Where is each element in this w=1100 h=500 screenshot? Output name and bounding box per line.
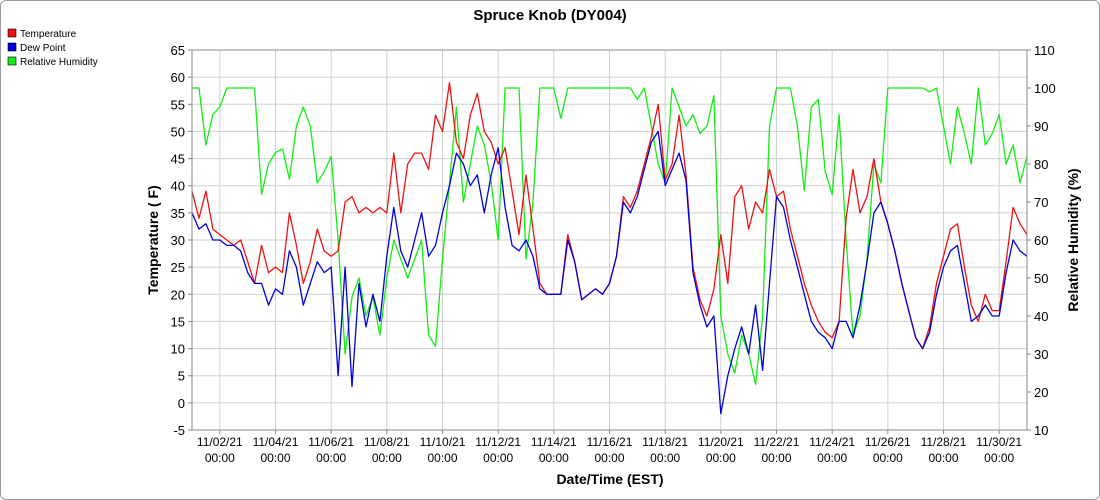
y-right-tick-label: 80 (1034, 157, 1048, 172)
x-tick-label-date: 11/22/21 (754, 435, 800, 449)
legend-label-temperature: Temperature (20, 29, 77, 40)
x-tick-label-time: 00:00 (594, 451, 624, 465)
x-tick-label-time: 00:00 (928, 451, 958, 465)
x-tick-label-time: 00:00 (427, 451, 457, 465)
x-tick-label-time: 00:00 (372, 451, 402, 465)
x-tick-label-time: 00:00 (873, 451, 903, 465)
y-axis-left-label: Temperature ( F) (145, 185, 161, 294)
x-tick-label-time: 00:00 (260, 451, 290, 465)
y-left-tick-label: 30 (171, 233, 185, 248)
legend-swatch-relative-humidity (7, 56, 17, 66)
x-tick-label-date: 11/10/21 (420, 435, 466, 449)
x-tick-label-date: 11/08/21 (364, 435, 410, 449)
y-left-tick-label: 15 (171, 314, 185, 329)
grid (192, 49, 1027, 431)
y-left-tick-label: 25 (171, 260, 185, 275)
y-axis-right-ticks: 10 20 30 40 50 60 70 80 90 100 110 (1027, 43, 1056, 438)
x-axis-label: Date/Time (EST) (556, 471, 663, 487)
y-right-tick-label: 10 (1034, 423, 1048, 438)
y-right-tick-label: 90 (1034, 119, 1048, 134)
x-tick-label-date: 11/14/21 (531, 435, 577, 449)
x-tick-label-time: 00:00 (483, 451, 513, 465)
y-right-tick-label: 30 (1034, 347, 1048, 362)
y-left-tick-label: 35 (171, 206, 185, 221)
y-right-tick-label: 110 (1034, 43, 1055, 58)
series-line-relative-humidity (192, 87, 1028, 386)
y-left-tick-label: 40 (171, 179, 185, 194)
x-tick-label-date: 11/02/21 (197, 435, 243, 449)
y-left-tick-label: 65 (171, 43, 185, 58)
y-left-tick-label: 5 (178, 369, 185, 384)
y-left-tick-label: 55 (171, 97, 185, 112)
y-left-tick-label: 60 (171, 70, 185, 85)
legend-swatch-dew-point (7, 42, 17, 52)
y-left-tick-label: -5 (173, 423, 185, 438)
x-tick-label-time: 00:00 (650, 451, 680, 465)
x-tick-label-date: 11/16/21 (587, 435, 633, 449)
x-tick-label-date: 11/24/21 (809, 435, 855, 449)
x-tick-label-time: 00:00 (316, 451, 346, 465)
x-axis-ticks: 11/02/21 00:00 11/04/21 00:00 11/06/21 00:00 1… (197, 430, 1022, 465)
y-left-tick-label: 0 (178, 396, 185, 411)
legend-label-dew-point: Dew Point (20, 43, 66, 54)
y-right-tick-label: 60 (1034, 233, 1048, 248)
y-axis-left-ticks: -5 0 5 10 15 20 25 30 35 40 45 50 55 60 65 (171, 43, 192, 438)
x-tick-label-time: 00:00 (817, 451, 847, 465)
y-right-tick-label: 100 (1034, 81, 1056, 96)
series-line-dew-point (191, 130, 1028, 415)
y-left-tick-label: 20 (171, 287, 185, 302)
x-tick-label-date: 11/06/21 (308, 435, 354, 449)
x-tick-label-time: 00:00 (205, 451, 235, 465)
x-tick-label-date: 11/28/21 (921, 435, 967, 449)
y-left-tick-label: 45 (171, 152, 185, 167)
y-left-tick-label: 10 (171, 342, 185, 357)
y-right-tick-label: 20 (1034, 385, 1048, 400)
x-tick-label-date: 11/18/21 (642, 435, 688, 449)
legend-label-relative-humidity: Relative Humidity (20, 57, 98, 68)
x-tick-label-date: 11/04/21 (253, 435, 299, 449)
x-tick-label-time: 00:00 (706, 451, 736, 465)
y-right-tick-label: 70 (1034, 195, 1048, 210)
series-layer (191, 81, 1028, 415)
legend-swatch-temperature (7, 28, 17, 38)
y-left-tick-label: 50 (171, 124, 185, 139)
x-tick-label-date: 11/12/21 (475, 435, 521, 449)
x-tick-label-time: 00:00 (761, 451, 791, 465)
x-tick-label-date: 11/30/21 (976, 435, 1022, 449)
x-tick-label-time: 00:00 (539, 451, 569, 465)
y-axis-right-label: Relative Humidity (%) (1065, 168, 1081, 311)
y-right-tick-label: 50 (1034, 271, 1048, 286)
x-tick-label-date: 11/20/21 (698, 435, 744, 449)
y-right-tick-label: 40 (1034, 309, 1048, 324)
x-tick-label-time: 00:00 (984, 451, 1014, 465)
chart-title: Spruce Knob (DY004) (473, 7, 626, 24)
x-tick-label-date: 11/26/21 (865, 435, 911, 449)
legend: Temperature Dew Point Relative Humidity (7, 28, 98, 68)
